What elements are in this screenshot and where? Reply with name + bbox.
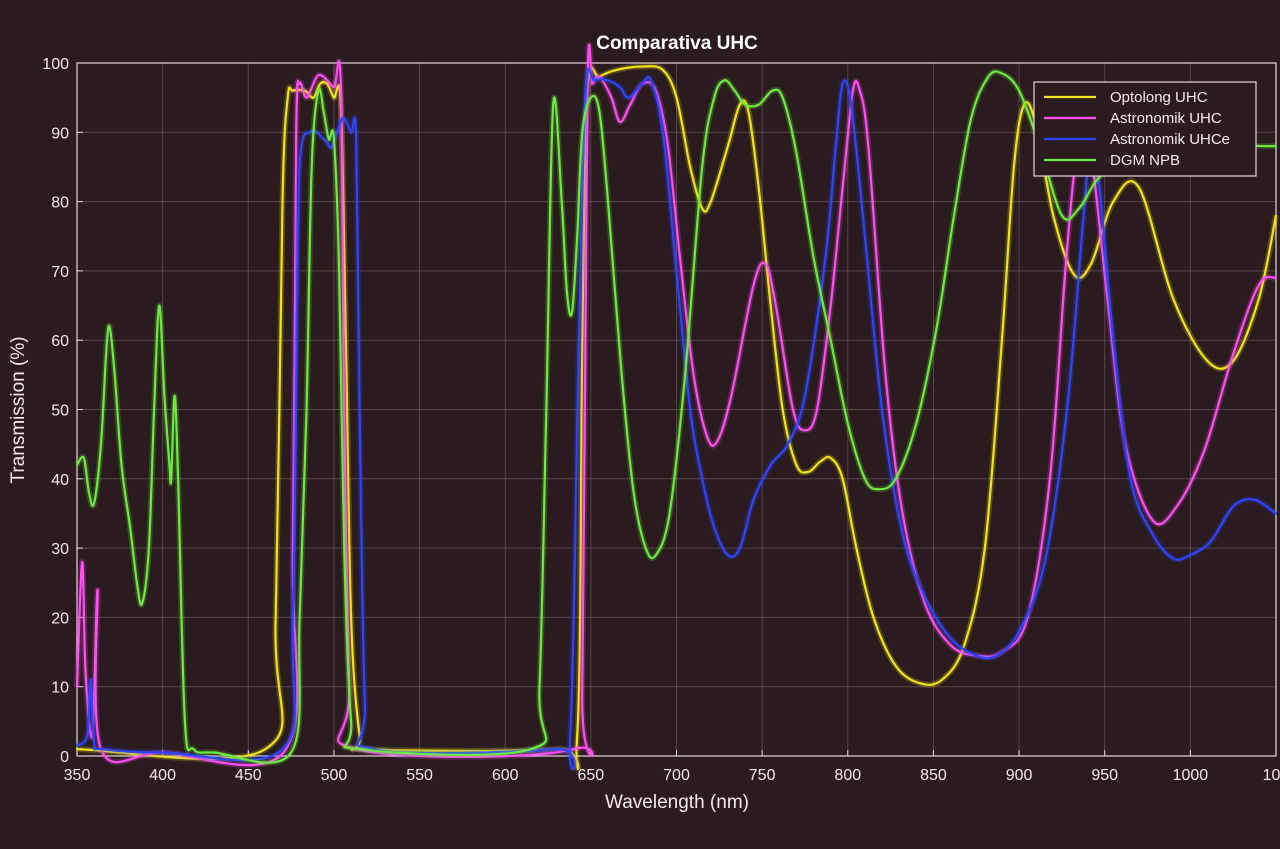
y-tick-label: 80 bbox=[51, 195, 69, 212]
series-line-astronomik-uhc bbox=[75, 43, 1278, 767]
y-tick-label: 60 bbox=[51, 333, 69, 350]
y-tick-label: 70 bbox=[51, 264, 69, 281]
x-tick-label: 450 bbox=[235, 767, 262, 784]
legend-label-dgm-npb: DGM NPB bbox=[1110, 152, 1180, 169]
legend-label-astronomik-uhce: Astronomik UHCe bbox=[1110, 131, 1230, 148]
legend-label-astronomik-uhc: Astronomik UHC bbox=[1110, 110, 1222, 127]
x-tick-label: 750 bbox=[749, 767, 776, 784]
x-tick-label: 600 bbox=[492, 767, 519, 784]
x-tick-label: 400 bbox=[149, 767, 176, 784]
x-tick-label: 850 bbox=[920, 767, 947, 784]
x-axis-label: Wavelength (nm) bbox=[605, 792, 749, 813]
y-tick-label: 100 bbox=[42, 56, 69, 73]
x-tick-label: 550 bbox=[406, 767, 433, 784]
y-tick-label: 50 bbox=[51, 403, 69, 420]
series-line-dgm-npb bbox=[75, 70, 1278, 764]
x-tick-label: 950 bbox=[1091, 767, 1118, 784]
x-tick-label: 650 bbox=[578, 767, 605, 784]
series-line-astronomik-uhce bbox=[75, 67, 1278, 771]
y-tick-label: 10 bbox=[51, 680, 69, 697]
chart-title: Comparativa UHC bbox=[596, 33, 758, 54]
y-tick-label: 90 bbox=[51, 125, 69, 142]
legend-label-optolong-uhc: Optolong UHC bbox=[1110, 89, 1208, 106]
x-tick-label: 700 bbox=[663, 767, 690, 784]
x-axis: 350 400 450 500 550 600 650 700 750 800 850 900 950 1… bbox=[64, 750, 1280, 784]
y-tick-label: 40 bbox=[51, 472, 69, 489]
x-tick-label: 800 bbox=[834, 767, 861, 784]
y-tick-label: 0 bbox=[60, 749, 69, 766]
x-tick-label: 500 bbox=[321, 767, 348, 784]
y-tick-label: 20 bbox=[51, 610, 69, 627]
y-axis: 0 10 20 30 40 50 60 70 80 90 100 bbox=[42, 56, 83, 766]
x-tick-label: 350 bbox=[64, 767, 91, 784]
y-axis-label: Transmission (%) bbox=[8, 336, 29, 483]
series-lines bbox=[74, 41, 1279, 772]
x-tick-label: 1000 bbox=[1173, 767, 1209, 784]
legend: Optolong UHC Astronomik UHC Astronomik UHC… bbox=[1033, 81, 1257, 177]
x-tick-label: 900 bbox=[1006, 767, 1033, 784]
x-tick-label: 105 bbox=[1263, 767, 1280, 784]
y-tick-label: 30 bbox=[51, 541, 69, 558]
